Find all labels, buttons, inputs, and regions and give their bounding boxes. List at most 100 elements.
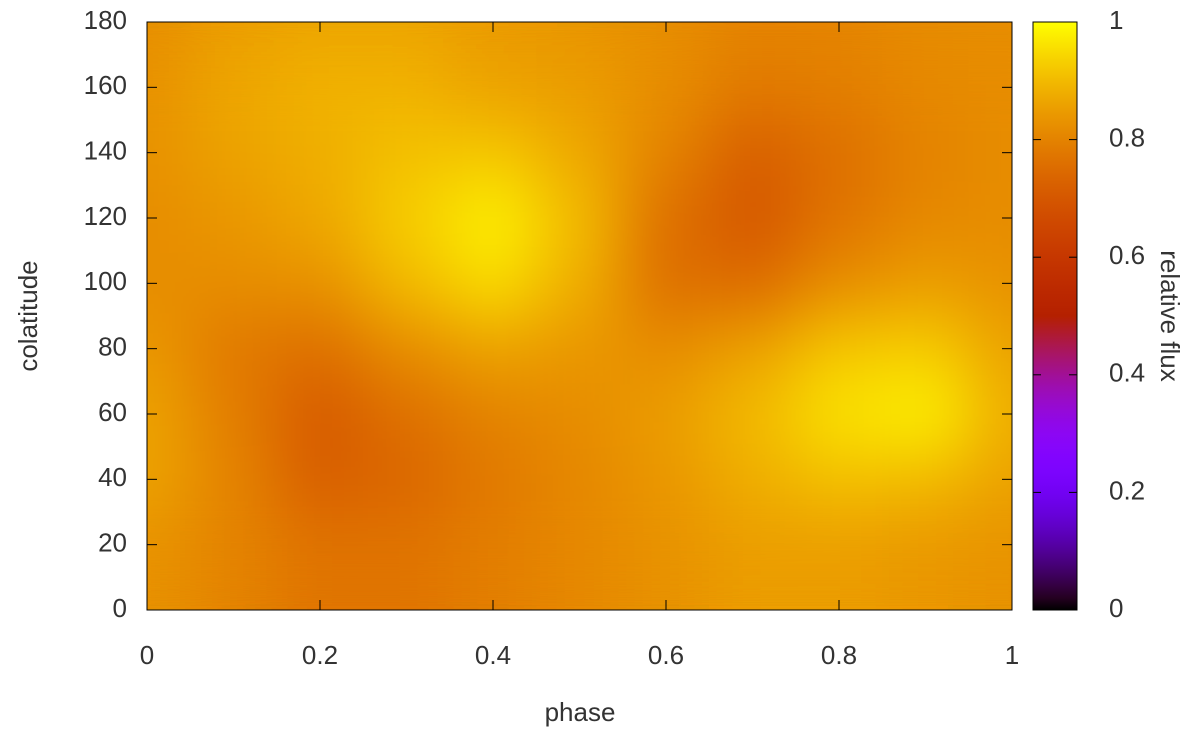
heatmap-cell: [449, 54, 537, 70]
heatmap-cell: [536, 185, 624, 252]
y-tick-label: 40: [98, 462, 127, 492]
heatmap-cell: [276, 54, 364, 70]
heatmap-cell: [449, 512, 537, 578]
heatmap-cell: [709, 120, 797, 186]
heatmap-cell: [795, 446, 883, 513]
heatmap-cell: [190, 250, 278, 317]
x-tick-label: 0.2: [302, 640, 338, 670]
heatmap-cell: [882, 120, 970, 186]
heatmap-cell: [449, 185, 537, 252]
heatmap-cell: [795, 54, 883, 70]
heatmap-cell: [882, 250, 970, 317]
heatmap-cell: [622, 120, 710, 186]
heatmap-cell: [449, 381, 537, 448]
colorbar-tick-label: 0: [1109, 593, 1123, 623]
heatmap-cell: [622, 316, 710, 382]
heatmap-cell: [449, 250, 537, 317]
heatmap-cell: [190, 381, 278, 448]
heatmap: [147, 54, 1012, 578]
heatmap-cell: [622, 381, 710, 448]
heatmap-cell: [536, 120, 624, 186]
heatmap-cell: [536, 250, 624, 317]
colorbar-tick-label: 1: [1109, 5, 1123, 35]
heatmap-cell: [276, 316, 364, 382]
heatmap-cell: [795, 185, 883, 252]
heatmap-cell: [536, 316, 624, 382]
y-tick-label: 100: [84, 266, 127, 296]
heatmap-cell: [276, 446, 364, 513]
y-axis-label: colatitude: [13, 260, 43, 371]
heatmap-cell: [622, 250, 710, 317]
heatmap-cell: [276, 250, 364, 317]
y-tick-label: 120: [84, 201, 127, 231]
colorbar: [1032, 21, 1078, 611]
heatmap-cell: [709, 381, 797, 448]
heatmap-cell: [882, 316, 970, 382]
heatmap-cell: [190, 316, 278, 382]
heatmap-cell: [363, 512, 451, 578]
y-tick-label: 0: [113, 593, 127, 623]
x-tick-label: 0: [140, 640, 154, 670]
heatmap-cell: [795, 381, 883, 448]
heatmap-cell: [882, 185, 970, 252]
x-tick-label: 0.4: [475, 640, 511, 670]
heatmap-cell: [190, 54, 278, 70]
heatmap-cell: [709, 185, 797, 252]
heatmap-cell: [795, 250, 883, 317]
plot-frame: [146, 21, 1013, 611]
heatmap-cell: [709, 316, 797, 382]
heatmap-cell: [536, 512, 624, 578]
colorbar-tick-label: 0.6: [1109, 240, 1145, 270]
x-tick-label: 0.6: [648, 640, 684, 670]
heatmap-cell: [449, 316, 537, 382]
y-tick-label: 80: [98, 332, 127, 362]
heatmap-cell: [363, 185, 451, 252]
heatmap-cell: [709, 54, 797, 70]
heatmap-cell: [276, 512, 364, 578]
heatmap-cell: [709, 446, 797, 513]
heatmap-cell: [882, 381, 970, 448]
heatmap-cell: [449, 120, 537, 186]
heatmap-cell: [795, 512, 883, 578]
heatmap-cell: [190, 185, 278, 252]
heatmap-cell: [709, 512, 797, 578]
heatmap-cell: [536, 381, 624, 448]
heatmap-cell: [622, 185, 710, 252]
y-tick-label: 160: [84, 70, 127, 100]
colorbar-tick-label: 0.8: [1109, 122, 1145, 152]
colorbar-tick-label: 0.4: [1109, 358, 1145, 388]
heatmap-cell: [968, 54, 1012, 70]
heatmap-cell: [276, 381, 364, 448]
heatmap-cell: [276, 120, 364, 186]
heatmap-cell: [536, 54, 624, 70]
y-tick-label: 20: [98, 528, 127, 558]
y-tick-label: 60: [98, 397, 127, 427]
heatmap-cell: [882, 446, 970, 513]
heatmap-cell: [622, 512, 710, 578]
colorbar-tick-label: 0.2: [1109, 475, 1145, 505]
heatmap-cell: [882, 512, 970, 578]
heatmap-cell: [190, 512, 278, 578]
x-tick-label: 0.8: [821, 640, 857, 670]
heatmap-cell: [709, 250, 797, 317]
heatmap-cell: [795, 120, 883, 186]
heatmap-cell: [363, 120, 451, 186]
heatmap-cell: [449, 446, 537, 513]
heatmap-cell: [363, 446, 451, 513]
heatmap-cell: [363, 316, 451, 382]
y-tick-label: 180: [84, 5, 127, 35]
heatmap-cell: [622, 446, 710, 513]
colorbar-label: relative flux: [1155, 250, 1185, 382]
x-axis-label: phase: [545, 697, 616, 727]
heatmap-cell: [147, 54, 191, 70]
heatmap-cell: [795, 316, 883, 382]
x-tick-label: 1: [1005, 640, 1019, 670]
heatmap-cell: [622, 54, 710, 70]
heatmap-cell: [276, 185, 364, 252]
heatmap-cell: [363, 381, 451, 448]
heatmap-cell: [363, 250, 451, 317]
heatmap-cell: [190, 120, 278, 186]
heatmap-cell: [190, 446, 278, 513]
heatmap-cell: [363, 54, 451, 70]
